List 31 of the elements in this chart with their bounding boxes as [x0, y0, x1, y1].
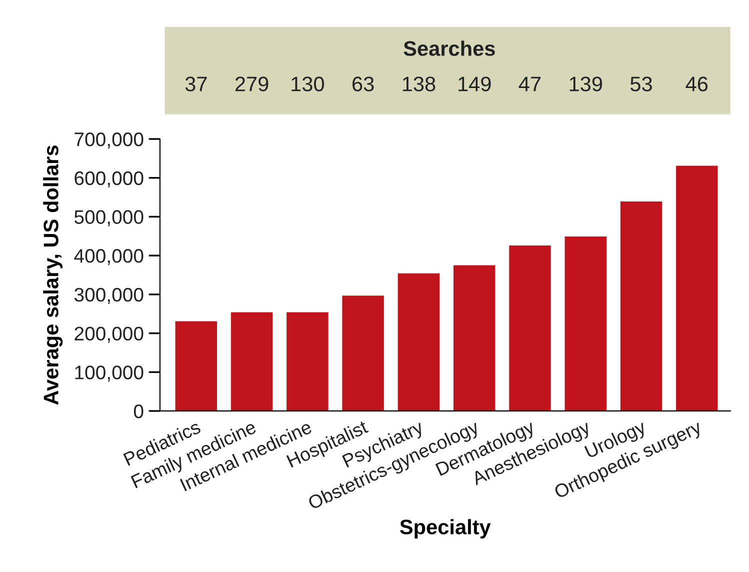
text: 138 — [402, 76, 436, 92]
bar — [676, 166, 718, 411]
y-tick-label: 500,000 — [74, 210, 144, 226]
text: Searches — [404, 40, 495, 56]
bar — [453, 265, 496, 411]
text: 53 — [630, 76, 652, 92]
y-tick-label: 100,000 — [75, 366, 144, 382]
y-tick-label: 600,000 — [74, 171, 144, 188]
bar — [286, 312, 328, 411]
bar — [230, 312, 273, 411]
bar — [342, 296, 384, 411]
bar — [398, 273, 440, 411]
y-tick-label: 300,000 — [74, 288, 144, 304]
text: 47 — [518, 76, 541, 92]
y-tick-label: 700,000 — [74, 132, 144, 149]
x-axis-title: Specialty — [400, 519, 491, 539]
text: 279 — [235, 76, 268, 92]
bar — [564, 236, 606, 411]
y-tick-label: 400,000 — [74, 249, 144, 266]
y-tick-label: 200,000 — [74, 326, 144, 343]
text: 63 — [352, 76, 374, 92]
text: 46 — [686, 76, 708, 92]
bar — [620, 202, 662, 411]
bar — [509, 245, 551, 411]
text: 37 — [185, 76, 207, 92]
bar — [175, 321, 218, 411]
y-tick-label: 0 — [134, 404, 144, 418]
y-axis-title: Average salary, US dollars — [43, 146, 63, 405]
text: 139 — [570, 76, 602, 92]
text: 130 — [292, 76, 324, 92]
text: 149 — [458, 76, 491, 92]
